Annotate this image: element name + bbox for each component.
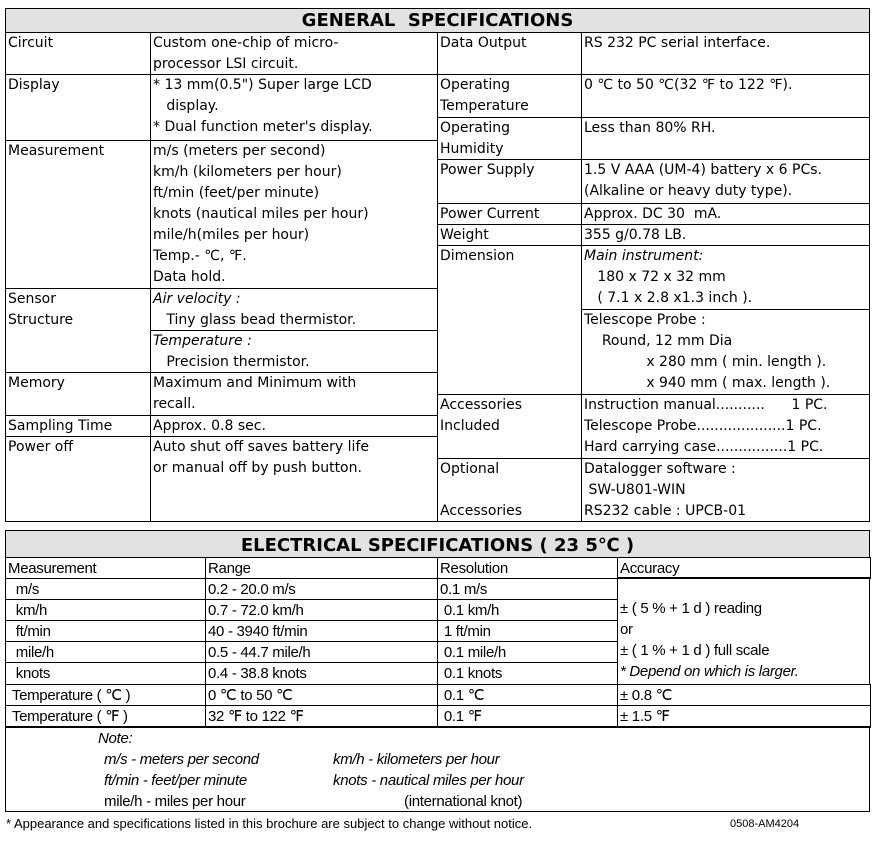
- note-title: Note:: [98, 730, 133, 747]
- value-power-supply: 1.5 V AAA (UM-4) battery x 6 PCs. (Alkal…: [581, 159, 870, 204]
- temperature-value: Precision thermistor.: [153, 354, 310, 370]
- value-operating-humidity: Less than 80% RH.: [581, 117, 870, 160]
- header-accuracy: Accuracy: [617, 557, 871, 579]
- temperature-title: Temperature :: [153, 333, 252, 349]
- label-memory: Memory: [5, 372, 151, 416]
- label-circuit: Circuit: [5, 32, 151, 75]
- main-instrument-title: Main instrument:: [584, 248, 704, 264]
- value-power-off: Auto shut off saves battery life or manu…: [150, 436, 438, 522]
- value-power-current: Approx. DC 30 mA.: [581, 203, 870, 225]
- value-measurement: m/s (meters per second) km/h (kilometers…: [150, 140, 438, 289]
- label-operating-temperature: Operating Temperature: [437, 74, 582, 118]
- air-velocity-title: Air velocity :: [153, 291, 241, 307]
- cell-resolution: 0.1 knots: [437, 662, 618, 685]
- label-measurement: Measurement: [5, 140, 151, 289]
- value-memory: Maximum and Minimum with recall.: [150, 372, 438, 416]
- electrical-specs-title: ELECTRICAL SPECIFICATIONS ( 23 5℃ ): [5, 530, 870, 558]
- cell-range: 0.2 - 20.0 m/s: [205, 578, 438, 600]
- note-knots: knots - nautical miles per hour: [333, 772, 524, 789]
- footer-code: 0508-AM4204: [730, 818, 800, 830]
- label-optional-accessories: Optional Accessories: [437, 458, 582, 522]
- value-sensor-temp: Temperature : Precision thermistor.: [150, 330, 438, 373]
- value-accessories-included: Instruction manual........... 1 PC. Tele…: [581, 394, 870, 459]
- cell-range: 0.7 - 72.0 km/h: [205, 599, 438, 621]
- note-kmh: km/h - kilometers per hour: [333, 751, 500, 768]
- value-data-output: RS 232 PC serial interface.: [581, 32, 870, 75]
- label-operating-humidity: Operating Humidity: [437, 117, 582, 160]
- cell-range: 0.5 - 44.7 mile/h: [205, 641, 438, 663]
- cell-measurement: Temperature ( ℃ ): [5, 684, 206, 706]
- label-display: Display: [5, 74, 151, 141]
- notes-box: Note: m/s - meters per second km/h - kil…: [5, 726, 870, 812]
- cell-resolution: 0.1 mile/h: [437, 641, 618, 663]
- cell-measurement: km/h: [5, 599, 206, 621]
- value-circuit: Custom one-chip of micro- processor LSI …: [150, 32, 438, 75]
- label-weight: Weight: [437, 224, 582, 246]
- cell-resolution: 0.1 m/s: [437, 578, 618, 600]
- note-international-knot: (international knot): [404, 793, 523, 810]
- value-weight: 355 g/0.78 LB.: [581, 224, 870, 246]
- label-dimension: Dimension: [437, 245, 582, 395]
- note-ftmin: ft/min - feet/per minute: [104, 772, 247, 789]
- header-measurement: Measurement: [5, 557, 206, 579]
- cell-measurement: knots: [5, 662, 206, 685]
- value-dimension-probe: Telescope Probe : Round, 12 mm Dia x 280…: [581, 309, 870, 395]
- cell-range: 0 ℃ to 50 ℃: [205, 684, 438, 706]
- note-mileh: mile/h - miles per hour: [104, 793, 246, 810]
- cell-resolution: 0.1 ℃: [437, 684, 618, 706]
- note-ms: m/s - meters per second: [104, 751, 259, 768]
- cell-resolution: 0.1 km/h: [437, 599, 618, 621]
- main-instrument-value: 180 x 72 x 32 mm ( 7.1 x 2.8 x1.3 inch )…: [597, 269, 753, 306]
- cell-measurement: m/s: [5, 578, 206, 600]
- label-sensor-structure: Sensor Structure: [5, 288, 151, 373]
- accuracy-merged-cell: ± ( 5 % + 1 d ) reading or ± ( 1 % + 1 d…: [617, 577, 870, 685]
- cell-range: 0.4 - 38.8 knots: [205, 662, 438, 685]
- general-specs-title: GENERAL SPECIFICATIONS: [5, 8, 870, 33]
- value-operating-temperature: 0 ℃ to 50 ℃(32 ℉ to 122 ℉).: [581, 74, 870, 118]
- air-velocity-value: Tiny glass bead thermistor.: [153, 312, 357, 328]
- cell-range: 40 - 3940 ft/min: [205, 620, 438, 642]
- footer-disclaimer: * Appearance and specifications listed i…: [6, 816, 533, 831]
- cell-measurement: ft/min: [5, 620, 206, 642]
- accuracy-note: * Depend on which is larger.: [620, 663, 799, 680]
- cell-resolution: 1 ft/min: [437, 620, 618, 642]
- value-optional-accessories: Datalogger software : SW-U801-WIN RS232 …: [581, 458, 870, 522]
- label-power-off: Power off: [5, 436, 151, 522]
- cell-resolution: 0.1 ℉: [437, 705, 618, 728]
- value-dimension-main: Main instrument: 180 x 72 x 32 mm ( 7.1 …: [581, 245, 870, 310]
- label-data-output: Data Output: [437, 32, 582, 75]
- cell-measurement: Temperature ( ℉ ): [5, 705, 206, 728]
- value-display: * 13 mm(0.5") Super large LCD display. *…: [150, 74, 438, 141]
- label-sampling-time: Sampling Time: [5, 415, 151, 437]
- accuracy-text: ± ( 5 % + 1 d ) reading or ± ( 1 % + 1 d…: [620, 600, 770, 659]
- value-sensor-air: Air velocity : Tiny glass bead thermisto…: [150, 288, 438, 331]
- label-accessories-included: Accessories Included: [437, 394, 582, 459]
- cell-accuracy: ± 1.5 ℉: [617, 705, 871, 728]
- header-range: Range: [205, 557, 438, 579]
- value-sampling-time: Approx. 0.8 sec.: [150, 415, 438, 437]
- header-resolution: Resolution: [437, 557, 618, 579]
- cell-measurement: mile/h: [5, 641, 206, 663]
- label-power-supply: Power Supply: [437, 159, 582, 204]
- cell-accuracy: ± 0.8 ℃: [617, 684, 871, 706]
- label-power-current: Power Current: [437, 203, 582, 225]
- cell-range: 32 ℉ to 122 ℉: [205, 705, 438, 728]
